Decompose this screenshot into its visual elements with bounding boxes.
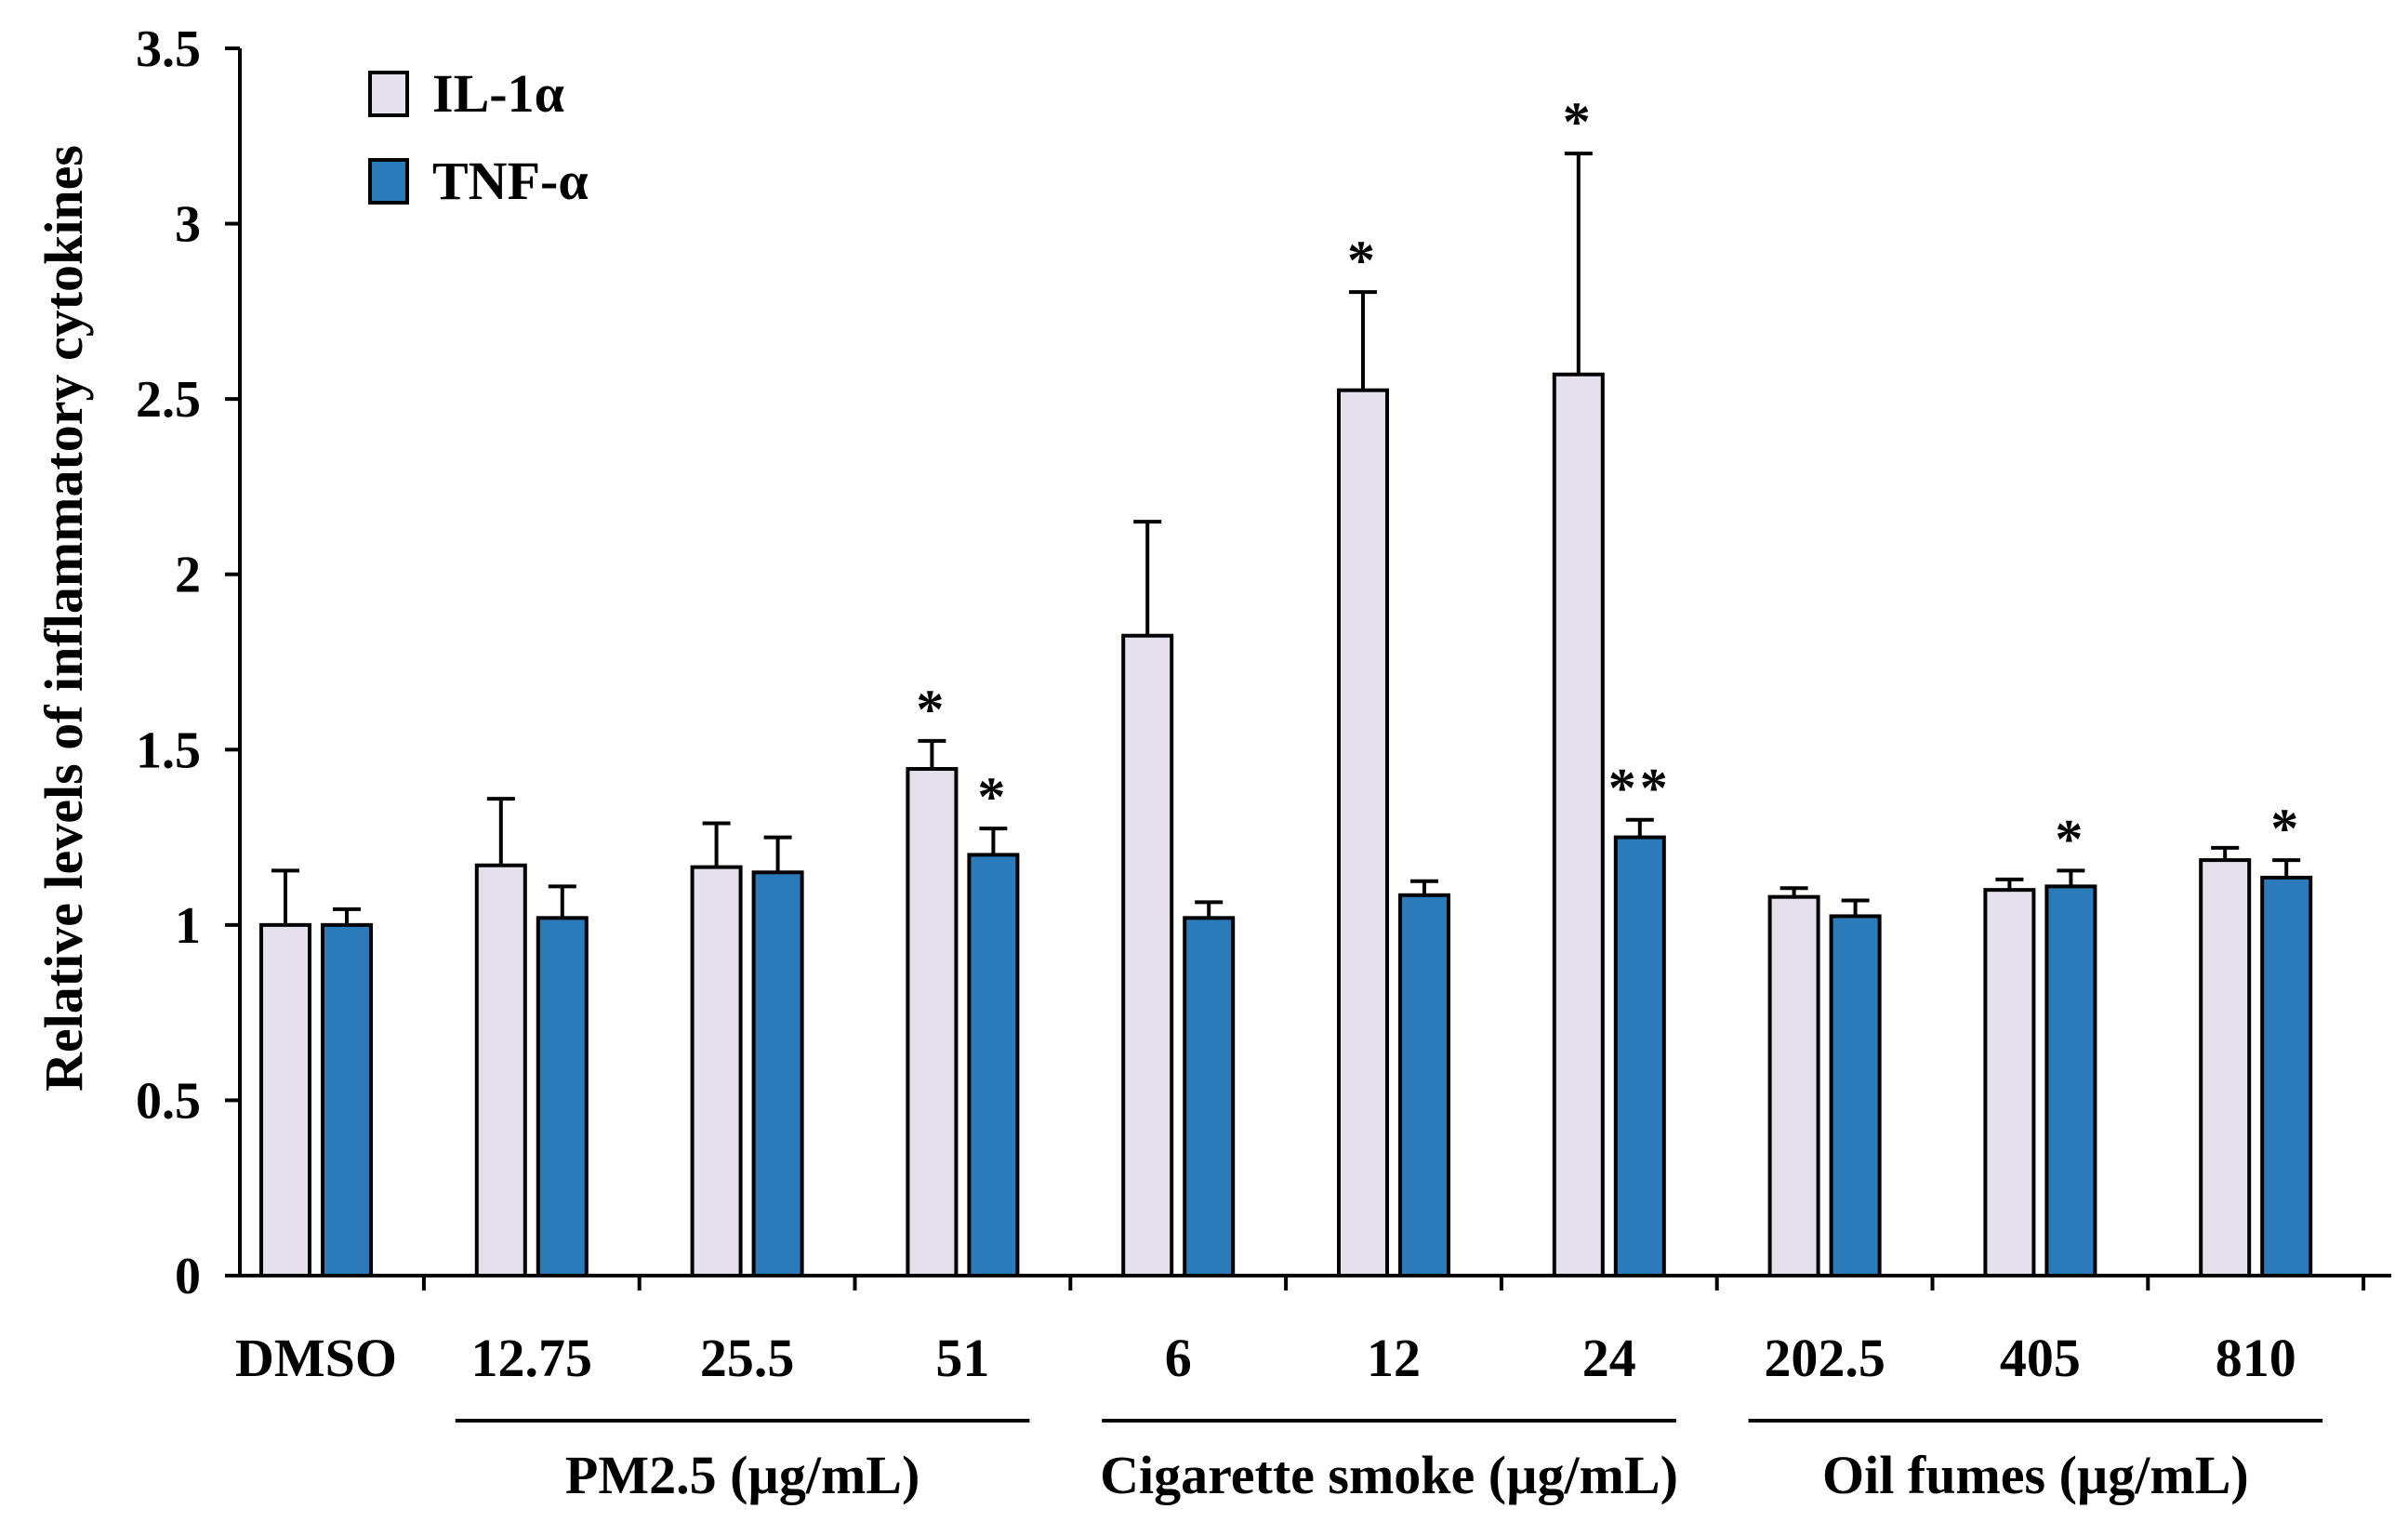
significance-marker: * [977,766,1009,827]
legend-swatch-tnfa [368,158,409,205]
y-tick-label: 0 [175,1248,201,1305]
bar-tnfa [2044,884,2097,1277]
category-label: 12 [1367,1328,1421,1388]
significance-marker: * [2270,798,2302,859]
significance-marker: ** [1608,758,1672,819]
category-label: 12.75 [471,1328,593,1388]
y-tick-label: 1.5 [136,721,201,779]
category-label: 405 [2000,1328,2081,1388]
group-label: Oil fumes (µg/mL) [1822,1445,2249,1505]
bar-tnfa [2260,875,2313,1277]
category-label: DMSO [235,1328,397,1388]
y-tick-label: 3.5 [136,20,201,78]
significance-marker: * [1563,91,1594,152]
category-label: 25.5 [700,1328,795,1388]
legend: IL-1α TNF-α [368,63,589,211]
bar-tnfa [321,922,373,1277]
group-label: PM2.5 (µg/mL) [565,1445,920,1505]
category-label: 202.5 [1764,1328,1885,1388]
significance-marker: * [2055,808,2086,869]
bar-tnfa [967,853,1020,1278]
y-axis-title: Relative levels of inflammatory cytokine… [33,145,94,1092]
y-tick-label: 1 [175,897,201,955]
y-tick-label: 0.5 [136,1072,201,1130]
bar-il1a [906,767,959,1277]
labels: 0 0.5 1 1.5 2 2.5 3 3.5 DMSO 12.75 25.5 51 6 12 24 202.… [136,20,2302,1505]
bar-il1a [690,865,743,1278]
legend-label-tnfa: TNF-α [432,151,589,211]
category-label: 810 [2216,1328,2296,1388]
bar-il1a [259,922,311,1277]
bar-il1a [1552,372,1605,1277]
bar-il1a [1767,894,1820,1278]
bars [259,152,2313,1278]
group-label: Cigarette smoke (µg/mL) [1100,1445,1678,1505]
significance-marker: * [1347,230,1379,291]
legend-swatch-il1a [368,71,409,117]
bar-il1a [1121,633,1174,1277]
category-label: 24 [1582,1328,1636,1388]
bar-il1a [1983,888,2036,1278]
bar-tnfa [1183,916,1236,1277]
bar-tnfa [536,916,589,1277]
legend-label-il1a: IL-1α [432,63,564,124]
bar-il1a [2199,858,2252,1277]
bar-il1a [474,863,527,1277]
category-label: 51 [935,1328,989,1388]
bar-tnfa [1829,914,1882,1278]
y-tick-label: 3 [175,196,201,254]
bar-tnfa [1398,893,1450,1277]
significance-marker: * [916,679,947,740]
bar-tnfa [1613,835,1666,1277]
y-tick-label: 2.5 [136,371,201,429]
y-tick-label: 2 [175,547,201,604]
bar-il1a [1337,388,1389,1277]
category-label: 6 [1165,1328,1192,1388]
bar-tnfa [751,870,804,1277]
